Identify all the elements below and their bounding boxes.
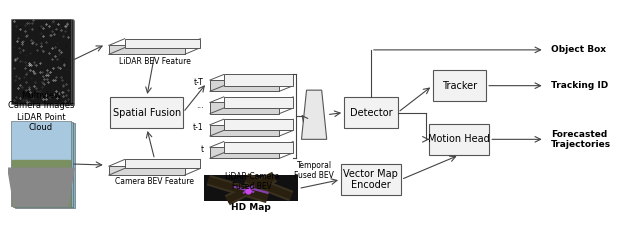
Text: Motion Head: Motion Head — [428, 134, 490, 144]
Text: Temporal
Fused BEV: Temporal Fused BEV — [294, 161, 334, 180]
Text: Tracker: Tracker — [442, 81, 477, 91]
Text: LiDAR-Camera
Fused BEV: LiDAR-Camera Fused BEV — [224, 172, 279, 191]
Text: HD Map: HD Map — [231, 203, 271, 212]
Text: LiDAR Point
Cloud: LiDAR Point Cloud — [17, 112, 65, 132]
Polygon shape — [109, 45, 185, 54]
Polygon shape — [12, 122, 70, 160]
Polygon shape — [224, 119, 293, 130]
FancyBboxPatch shape — [13, 19, 72, 104]
Polygon shape — [210, 80, 280, 91]
Text: Spatial Fusion: Spatial Fusion — [113, 108, 181, 117]
Polygon shape — [224, 97, 293, 108]
Polygon shape — [210, 125, 280, 136]
Text: Tracking ID: Tracking ID — [551, 81, 608, 90]
FancyBboxPatch shape — [15, 123, 76, 208]
FancyBboxPatch shape — [344, 97, 398, 128]
Text: Multiview
Camera Images: Multiview Camera Images — [8, 91, 74, 110]
Text: LiDAR BEV Feature: LiDAR BEV Feature — [118, 57, 191, 66]
Text: Forecasted
Trajectories: Forecasted Trajectories — [551, 130, 611, 149]
Polygon shape — [224, 74, 293, 86]
Text: t-T: t-T — [194, 78, 204, 87]
Polygon shape — [125, 39, 200, 48]
Polygon shape — [210, 147, 280, 158]
Text: t: t — [200, 145, 204, 154]
Polygon shape — [301, 90, 327, 139]
Polygon shape — [12, 160, 70, 206]
Polygon shape — [224, 142, 293, 153]
FancyBboxPatch shape — [11, 19, 71, 104]
FancyBboxPatch shape — [341, 164, 401, 195]
Polygon shape — [210, 102, 280, 114]
FancyBboxPatch shape — [11, 122, 71, 206]
FancyBboxPatch shape — [204, 175, 298, 201]
Text: t-1: t-1 — [193, 123, 204, 132]
FancyBboxPatch shape — [429, 124, 490, 155]
Polygon shape — [8, 168, 74, 206]
FancyBboxPatch shape — [13, 122, 73, 207]
Polygon shape — [109, 166, 185, 175]
Polygon shape — [125, 160, 200, 168]
FancyBboxPatch shape — [433, 70, 486, 101]
Text: Camera BEV Feature: Camera BEV Feature — [115, 177, 194, 186]
Text: Detector: Detector — [349, 108, 392, 117]
Text: Object Box: Object Box — [551, 45, 606, 54]
FancyBboxPatch shape — [14, 20, 74, 105]
Text: ...: ... — [196, 101, 204, 110]
FancyBboxPatch shape — [111, 97, 183, 128]
Text: Vector Map
Encoder: Vector Map Encoder — [344, 169, 398, 190]
